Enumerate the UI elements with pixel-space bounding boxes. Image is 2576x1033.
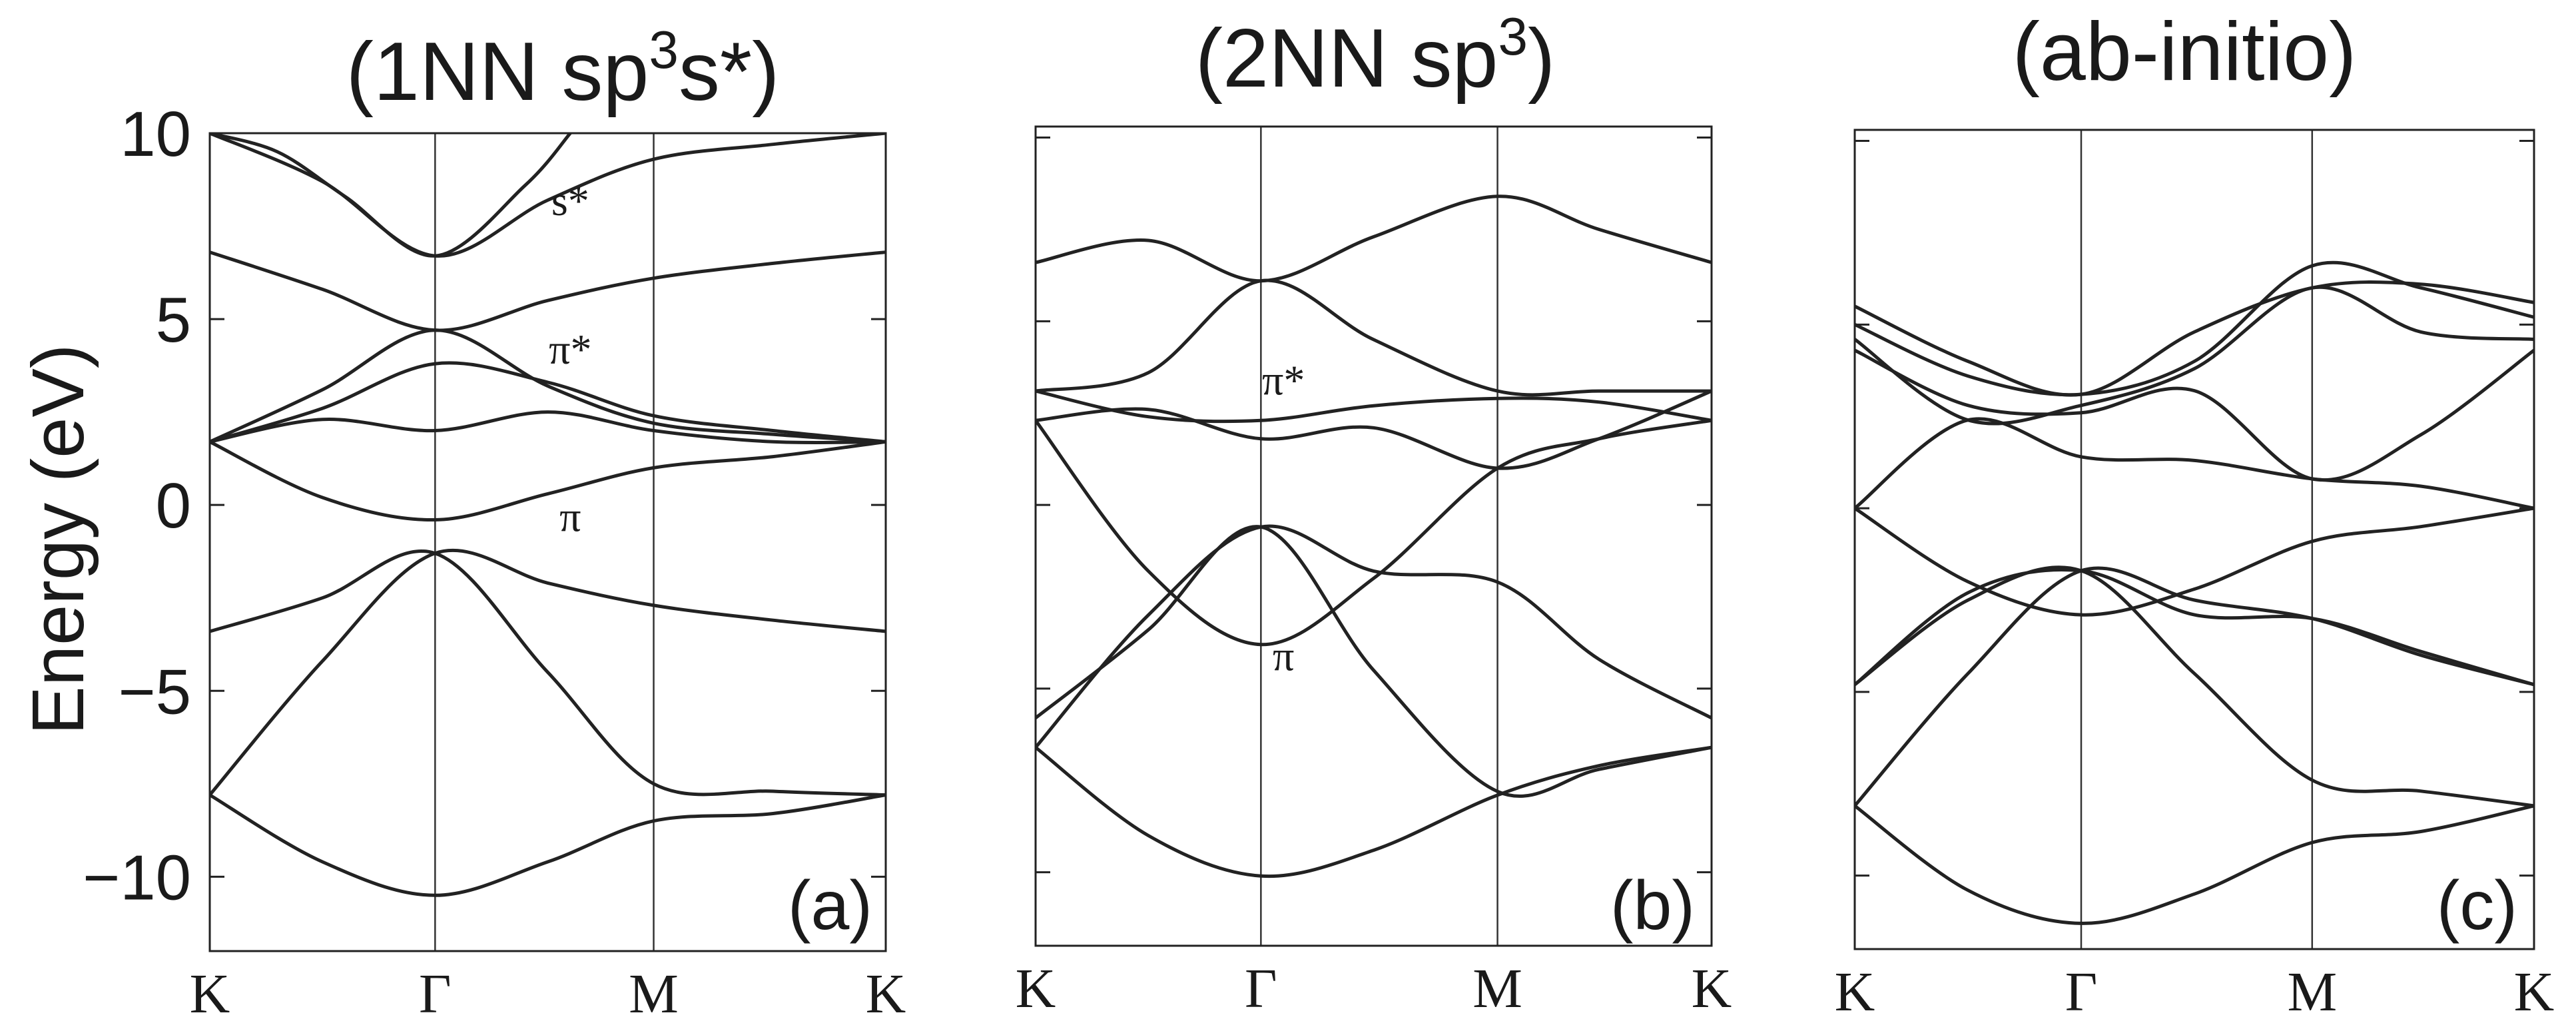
panel-a-band-10: [210, 133, 572, 258]
panel-a-frame: [208, 132, 887, 952]
panel-c-band-2: [1855, 566, 2534, 808]
panel-a-band-annotation-1: π*: [549, 326, 591, 373]
panel-c: (ab-initio) K Γ M K (c): [1835, 6, 2555, 1023]
panel-b-xtick-label-2: M: [1472, 958, 1522, 1020]
panel-b-band-5: [1036, 389, 1712, 470]
y-axis-label: Energy (eV): [17, 344, 99, 735]
panel-b-xtick-label-1: Γ: [1245, 958, 1277, 1020]
panel-a-band-9: [210, 133, 886, 258]
panel-c-band-4: [1855, 506, 2534, 617]
panel-c-title: (ab-initio): [2013, 6, 2357, 98]
panel-c-band-3: [1855, 565, 2534, 808]
panel-b-band-8: [1036, 194, 1712, 283]
panel-a-band-8: [210, 250, 886, 332]
panel-a-xtick-label-3: K: [866, 963, 906, 1025]
panel-a-ytick-label-2: 0: [156, 470, 191, 541]
panel-a-band-3: [210, 549, 886, 797]
panel-b: (2NN sp3) K Γ M Kπ* π (b): [1016, 7, 1732, 1020]
panel-c-band-6: [1855, 348, 2534, 482]
panel-c-xtick-label-0: K: [1835, 961, 1875, 1023]
panel-a-tag: (a): [788, 867, 872, 944]
panel-c-xtick-label-2: M: [2287, 961, 2337, 1023]
panel-a-band-2: [210, 548, 886, 797]
panel-a-ytick-label-1: 5: [156, 284, 191, 356]
panel-c-xtick-label-1: Γ: [2065, 961, 2098, 1023]
panel-c-xtick-label-3: K: [2514, 961, 2555, 1023]
panel-a-xtick-label-1: Γ: [419, 963, 452, 1025]
panel-b-band-3: [1036, 525, 1712, 798]
panel-c-frame: [1853, 129, 2535, 950]
panel-c-band-10: [1855, 285, 2534, 426]
panel-a-ytick-label-0: 10: [120, 99, 191, 170]
panel-b-band-7: [1036, 278, 1712, 397]
panel-b-xtick-label-3: K: [1692, 958, 1732, 1020]
panel-b-band-6: [1036, 389, 1712, 424]
panel-a-xtick-label-0: K: [190, 963, 230, 1025]
panel-b-band-4: [1036, 418, 1712, 647]
panel-a-band-5: [210, 410, 886, 445]
panel-b-tag: (b): [1610, 867, 1695, 944]
panel-a-band-6: [210, 361, 886, 444]
panel-b-xtick-label-0: K: [1016, 958, 1056, 1020]
panel-a-band-4: [210, 440, 886, 522]
panel-a-ytick-label-3: −5: [119, 656, 191, 727]
panel-a-ytick-label-4: −10: [83, 842, 191, 913]
panel-b-band-2: [1036, 524, 1712, 749]
panel-a-band-7: [210, 328, 886, 444]
panel-c-band-5: [1855, 417, 2534, 510]
panel-a-band-1: [210, 793, 886, 897]
panel-c-band-1: [1855, 804, 2534, 925]
panel-c-tag: (c): [2437, 867, 2517, 944]
panel-b-frame: [1034, 125, 1713, 947]
panel-a-band-annotation-0: s*: [551, 177, 589, 224]
panel-a-band-annotation-2: π: [559, 493, 581, 540]
panel-b-band-1: [1036, 745, 1712, 878]
panel-c-band-7: [1855, 260, 2534, 397]
panel-a-xtick-label-2: M: [629, 963, 679, 1025]
panel-b-band-annotation-1: π: [1273, 632, 1294, 679]
panel-b-title: (2NN sp3): [1195, 7, 1556, 105]
panel-b-band-annotation-0: π*: [1262, 357, 1305, 404]
panel-c-band-8: [1855, 280, 2534, 397]
panel-a-title: (1NN sp3s*): [346, 20, 780, 118]
panel-a: (1NN sp3s*) 10 5 0 −5 −10 K Γ M Ks* π* π (a): [83, 20, 906, 1025]
panel-c-band-9: [1855, 568, 2534, 687]
